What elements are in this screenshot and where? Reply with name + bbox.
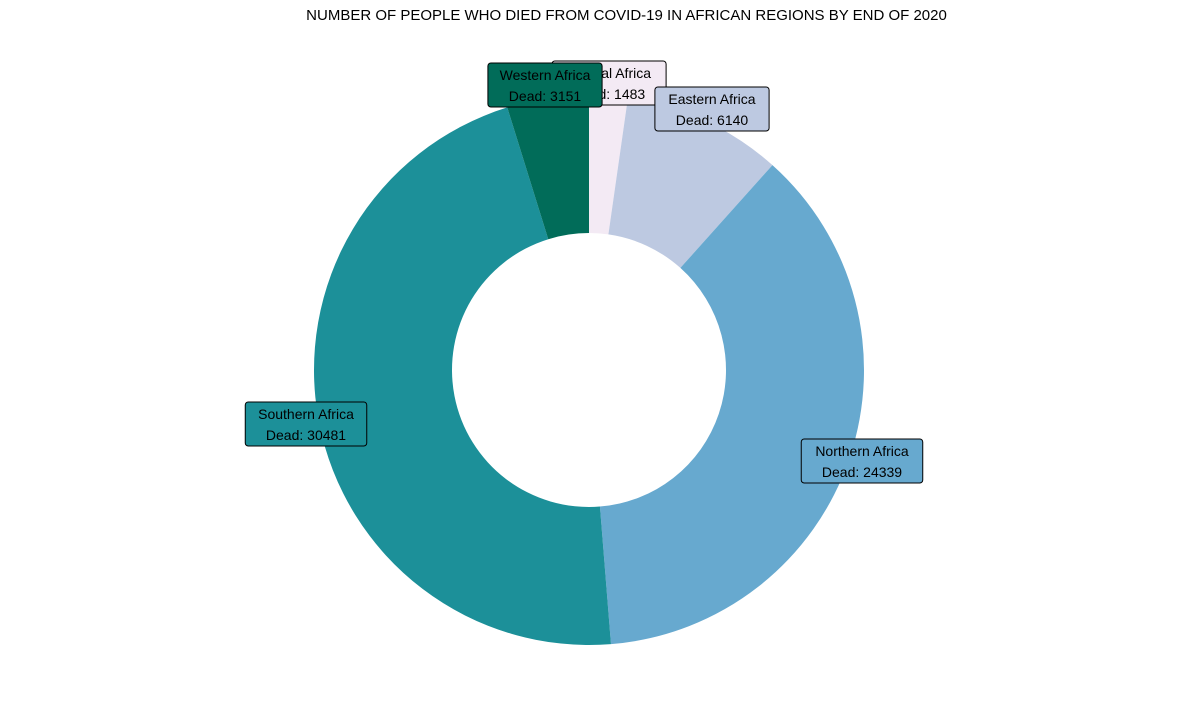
label-value: Dead: 24339 bbox=[822, 464, 902, 480]
label-value: Dead: 30481 bbox=[266, 427, 346, 443]
label-region: Southern Africa bbox=[258, 406, 354, 422]
donut-slices bbox=[313, 95, 864, 646]
label-northern-africa: Northern Africa Dead: 24339 bbox=[800, 438, 924, 484]
label-region: Eastern Africa bbox=[668, 91, 755, 107]
label-value: Dead: 3151 bbox=[509, 88, 582, 104]
label-value: Dead: 6140 bbox=[676, 112, 749, 128]
label-box bbox=[244, 401, 368, 447]
label-box bbox=[800, 438, 924, 484]
label-region: Western Africa bbox=[500, 67, 591, 83]
label-southern-africa: Southern Africa Dead: 30481 bbox=[244, 401, 368, 447]
slice-western-africa[interactable] bbox=[507, 95, 589, 240]
slice-southern-africa[interactable] bbox=[313, 107, 611, 646]
slice-eastern-africa[interactable] bbox=[608, 97, 773, 268]
label-box bbox=[654, 86, 770, 132]
label-western-africa: Western Africa Dead: 3151 bbox=[487, 62, 603, 108]
label-eastern-africa: Eastern Africa Dead: 6140 bbox=[654, 86, 770, 132]
label-region: Northern Africa bbox=[815, 443, 909, 459]
slice-central-africa[interactable] bbox=[589, 95, 628, 235]
slice-northern-africa[interactable] bbox=[599, 165, 864, 645]
chart-title: NUMBER OF PEOPLE WHO DIED FROM COVID-19 … bbox=[306, 7, 947, 24]
label-box bbox=[487, 62, 603, 108]
